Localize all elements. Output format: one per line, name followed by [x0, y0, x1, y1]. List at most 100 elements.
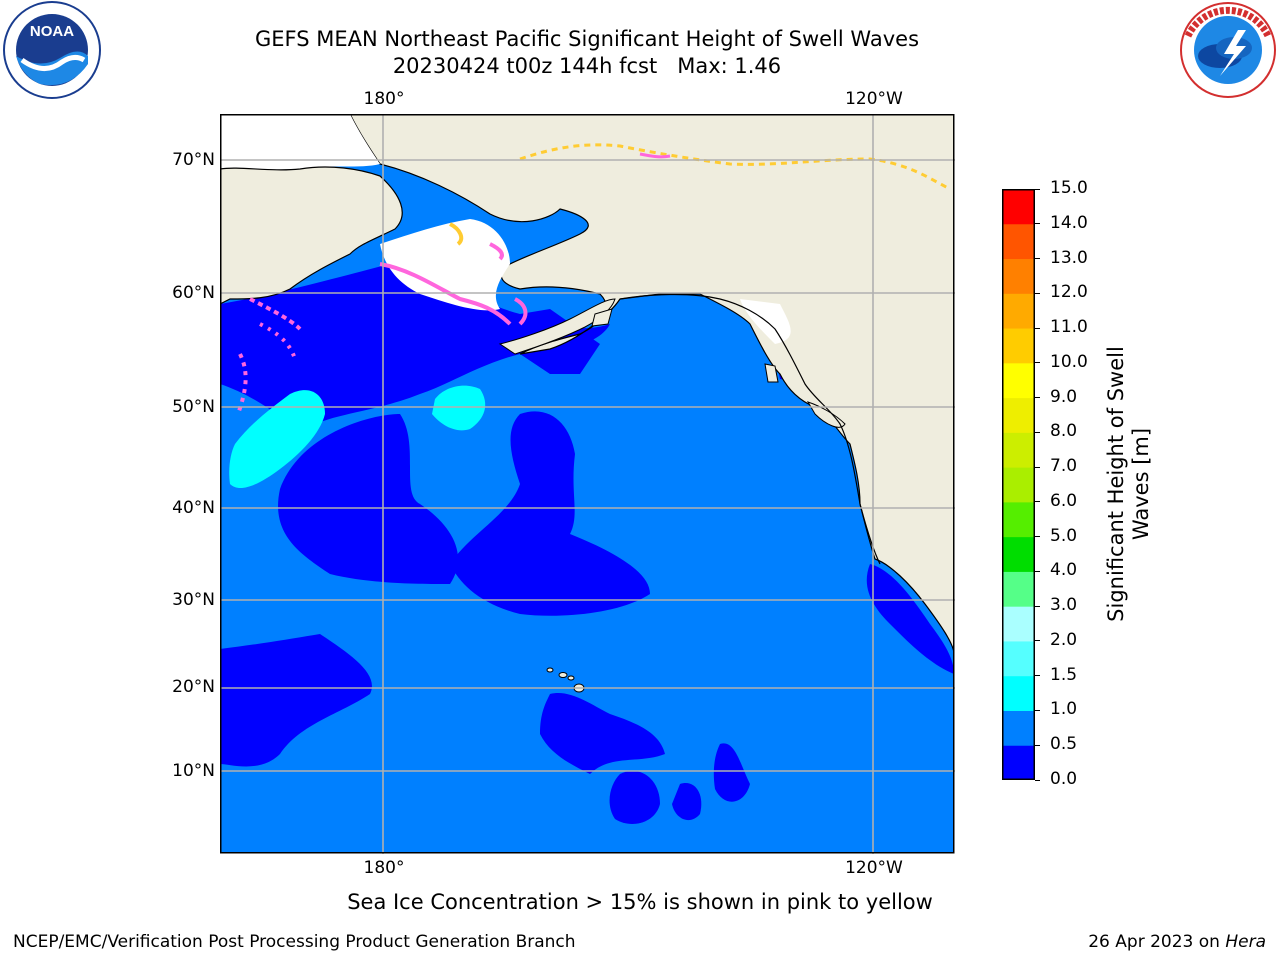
- map-gridlines: [220, 114, 955, 854]
- map-panel: [220, 114, 955, 854]
- colorbar-tick-mark: [1035, 536, 1040, 538]
- colorbar-tick-mark: [1035, 188, 1040, 190]
- colorbar-segment: [1002, 397, 1035, 433]
- nws-logo: [1176, 0, 1280, 100]
- colorbar-tick-label: 1.0: [1050, 699, 1078, 720]
- colorbar-tick-label: 11.0: [1050, 317, 1088, 338]
- map-frame: [220, 114, 955, 854]
- lat-label-50n: 50°N: [172, 397, 215, 417]
- top-lon-label-180: 180°: [363, 89, 405, 109]
- colorbar-segment: [1002, 675, 1035, 711]
- land-kodiak: [591, 308, 613, 327]
- bottom-lon-label-120w: 120°W: [845, 858, 903, 878]
- colorbar-tick-mark: [1035, 292, 1040, 294]
- colorbar-tick-mark: [1035, 675, 1040, 677]
- colorbar-tick-mark: [1035, 223, 1040, 225]
- colorbar-tick-label: 3.0: [1050, 595, 1078, 616]
- footer-host: Hera: [1225, 932, 1266, 952]
- cyan-swell-central: [432, 385, 486, 431]
- low-swell-west-central: [278, 414, 459, 584]
- colorbar-segment: [1002, 362, 1035, 399]
- colorbar-tick-label: 0.0: [1050, 769, 1078, 789]
- colorbar: [1002, 189, 1035, 781]
- colorbar-segment: [1002, 328, 1035, 364]
- colorbar-segment: [1002, 745, 1035, 781]
- sea-ice-arctic-coast: [519, 143, 951, 191]
- colorbar-segment: [1002, 258, 1035, 294]
- ice-zone-bering: [380, 219, 510, 311]
- colorbar-tick-label: 12.0: [1050, 282, 1088, 303]
- colorbar-tick-label: 13.0: [1050, 247, 1088, 268]
- colorbar-tick-mark: [1035, 466, 1040, 468]
- colorbar-segment: [1002, 606, 1035, 642]
- colorbar-scale: [1002, 189, 1035, 781]
- footer-date: 26 Apr 2023 on Hera: [1088, 932, 1266, 952]
- colorbar-tick-label: 14.0: [1050, 212, 1088, 233]
- colorbar-tick-mark: [1035, 431, 1040, 433]
- ice-zone-north: [220, 114, 380, 170]
- colorbar-tick-mark: [1035, 501, 1040, 503]
- colorbar-tick-mark: [1035, 397, 1040, 399]
- chart-title-line1: GEFS MEAN Northeast Pacific Significant …: [254, 27, 920, 51]
- top-lon-label-120w: 120°W: [845, 89, 903, 109]
- footer-date-text: 26 Apr 2023 on: [1088, 932, 1226, 952]
- lat-label-60n: 60°N: [172, 283, 215, 303]
- lat-label-20n: 20°N: [172, 677, 215, 697]
- bottom-lon-label-180: 180°: [363, 858, 405, 878]
- colorbar-tick-label: 1.5: [1050, 664, 1078, 685]
- colorbar-tick-mark: [1035, 779, 1040, 781]
- land-haida-gwaii: [764, 363, 779, 383]
- colorbar-tick-mark: [1035, 362, 1040, 364]
- colorbar-tick-label: 0.5: [1050, 734, 1078, 755]
- colorbar-segment: [1002, 710, 1035, 746]
- chart-title-line2: 20230424 t00z 144h fcst Max: 1.46: [392, 54, 782, 78]
- colorbar-tick-label: 7.0: [1050, 456, 1078, 477]
- low-swell-south-patch-1: [609, 770, 660, 824]
- colorbar-tick-label: 10.0: [1050, 351, 1088, 372]
- lat-label-40n: 40°N: [172, 498, 215, 518]
- colorbar-tick-mark: [1035, 709, 1040, 711]
- low-swell-central: [450, 411, 650, 616]
- colorbar-tick-mark: [1035, 640, 1040, 642]
- colorbar-tick-label: 4.0: [1050, 560, 1078, 581]
- colorbar-tick-mark: [1035, 605, 1040, 607]
- colorbar-tick-mark: [1035, 744, 1040, 746]
- colorbar-segment: [1002, 293, 1035, 329]
- coast-outline-south-alaska: [619, 293, 881, 565]
- colorbar-segment: [1002, 432, 1035, 468]
- colorbar-segment: [1002, 189, 1035, 225]
- colorbar-segment: [1002, 640, 1035, 677]
- colorbar-tick-label: 2.0: [1050, 629, 1078, 650]
- cyan-swell-west: [229, 390, 325, 489]
- low-swell-hawaii-south: [540, 693, 665, 774]
- colorbar-segment: [1002, 571, 1035, 607]
- colorbar-tick-label: 8.0: [1050, 421, 1078, 442]
- colorbar-labels: 0.0 0.5 1.0 1.5 2.0 3.0 4.0 5.0 6.0 7.0 8.0 9.0 10.0…: [1035, 178, 1100, 790]
- low-swell-california-coast: [866, 564, 954, 674]
- colorbar-title: Significant Height of Swell Waves [m]: [1104, 346, 1153, 622]
- low-swell-south-patch-2: [672, 783, 702, 821]
- low-swell-south-patch-3: [713, 743, 750, 802]
- land-siberia: [220, 166, 403, 305]
- footer-credit: NCEP/EMC/Verification Post Processing Pr…: [13, 932, 576, 952]
- colorbar-tick-mark: [1035, 570, 1040, 572]
- colorbar-segment: [1002, 536, 1035, 572]
- low-swell-north-band: [220, 264, 610, 434]
- colorbar-tick-mark: [1035, 258, 1040, 260]
- noaa-logo-text: NOAA: [30, 23, 74, 40]
- sea-ice-note: Sea Ice Concentration > 15% is shown in …: [347, 890, 933, 914]
- colorbar-segment: [1002, 467, 1035, 503]
- sea-ice-west: [236, 297, 302, 415]
- colorbar-segment: [1002, 223, 1035, 260]
- colorbar-tick-mark: [1035, 327, 1040, 329]
- lat-label-10n: 10°N: [172, 761, 215, 781]
- low-swell-southwest: [220, 634, 372, 767]
- colorbar-frame: [1002, 189, 1035, 780]
- lat-label-30n: 30°N: [172, 590, 215, 610]
- colorbar-tick-label: 9.0: [1050, 386, 1078, 407]
- colorbar-tick-label: 15.0: [1050, 178, 1088, 198]
- land-alaska-peninsula: [498, 298, 616, 355]
- colorbar-tick-label: 5.0: [1050, 525, 1078, 546]
- colorbar-tick-label: 6.0: [1050, 490, 1078, 511]
- colorbar-segment: [1002, 501, 1035, 538]
